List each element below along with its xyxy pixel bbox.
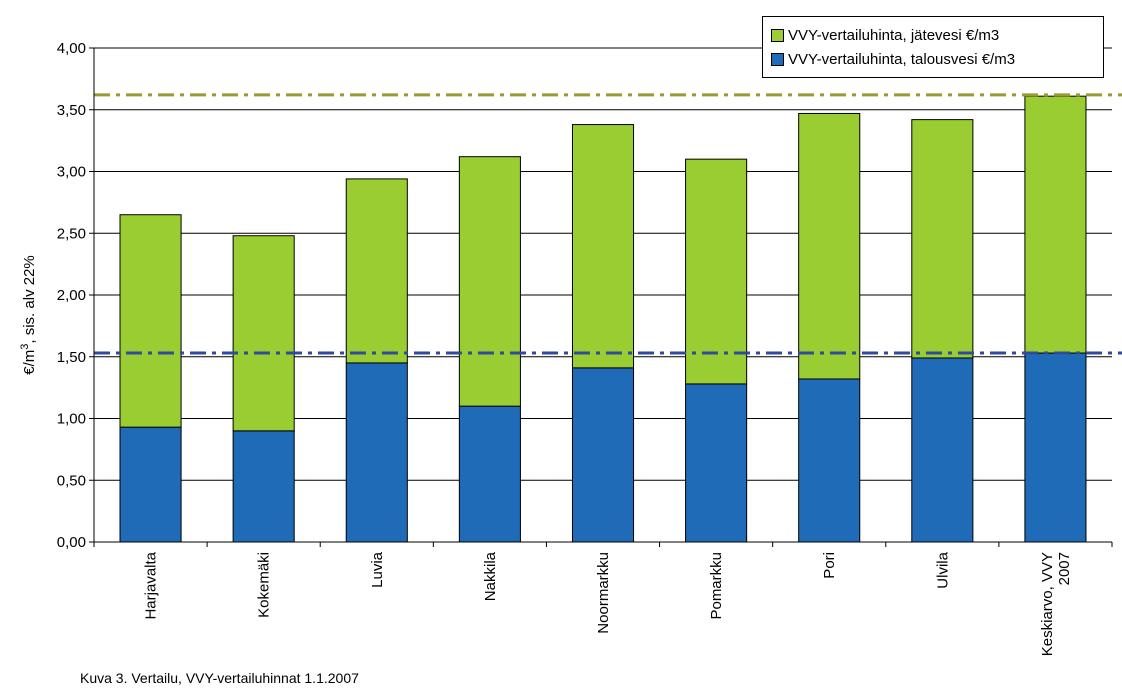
legend-label-talousvesi: VVY-vertailuhinta, talousvesi €/m3 bbox=[788, 50, 1016, 68]
y-tick-label: 4,00 bbox=[57, 40, 86, 57]
bar-jatevesi bbox=[345, 178, 408, 364]
x-tick-label: Keskiarvo, VVY bbox=[1039, 552, 1056, 656]
bars bbox=[119, 95, 1087, 543]
legend-item-jatevesi: VVY-vertailuhinta, jätevesi €/m3 bbox=[771, 25, 999, 45]
bar-jatevesi bbox=[1024, 95, 1087, 354]
footnote: Kuva 3. Vertailu, VVY-vertailuhinnat 1.1… bbox=[80, 670, 359, 686]
bar-talousvesi bbox=[685, 383, 748, 543]
y-tick-label: 1,00 bbox=[57, 411, 86, 428]
legend: VVY-vertailuhinta, jätevesi €/m3 VVY-ver… bbox=[762, 16, 1104, 78]
legend-label-jatevesi: VVY-vertailuhinta, jätevesi €/m3 bbox=[788, 26, 1000, 44]
x-tick-label: Ulvila bbox=[934, 551, 951, 588]
y-tick-label: 3,50 bbox=[57, 102, 86, 119]
bar-jatevesi bbox=[798, 112, 861, 380]
y-tick-label: 0,50 bbox=[57, 472, 86, 489]
y-tick-label: 2,50 bbox=[57, 225, 86, 242]
x-tick-label: Harjavalta bbox=[143, 551, 160, 619]
x-tick-label: Pomarkku bbox=[708, 552, 725, 620]
bar-talousvesi bbox=[1024, 352, 1087, 543]
x-tick-label: Noormarkku bbox=[595, 552, 612, 634]
x-tick-label: 2007 bbox=[1056, 552, 1073, 585]
bar-jatevesi bbox=[232, 235, 295, 432]
bar-jatevesi bbox=[119, 214, 182, 428]
y-tick-label: 2,00 bbox=[57, 287, 86, 304]
legend-item-talousvesi: VVY-vertailuhinta, talousvesi €/m3 bbox=[771, 49, 1015, 69]
legend-swatch-talousvesi bbox=[771, 52, 784, 66]
legend-swatch-jatevesi bbox=[771, 28, 784, 42]
x-tick-label: Luvia bbox=[369, 551, 386, 588]
y-label-prefix: €/m bbox=[21, 350, 38, 375]
bar-jatevesi bbox=[571, 124, 635, 369]
bar-jatevesi bbox=[685, 158, 748, 385]
bar-jatevesi bbox=[911, 119, 974, 359]
bar-talousvesi bbox=[798, 378, 861, 543]
axes bbox=[89, 47, 1113, 547]
reference-lines bbox=[94, 93, 1122, 355]
y-tick-label: 3,00 bbox=[57, 164, 86, 181]
y-tick-label: 0,00 bbox=[57, 534, 86, 551]
bar-talousvesi bbox=[458, 405, 521, 543]
bar-talousvesi bbox=[345, 362, 408, 543]
y-label-sup: 3 bbox=[19, 344, 31, 350]
labels: 0,00 0,50 1,00 1,50 2,00 2,50 3,00 3,50 4,00 Harj… bbox=[57, 40, 1073, 656]
bar-talousvesi bbox=[571, 367, 635, 543]
y-tick-label: 1,50 bbox=[57, 349, 86, 366]
y-label-suffix: , sis. alv 22% bbox=[21, 255, 38, 343]
x-tick-label: Kokemäki bbox=[256, 552, 273, 618]
y-axis-label: €/m3, sis. alv 22% bbox=[19, 255, 38, 375]
x-tick-label: Pori bbox=[821, 552, 838, 579]
x-tick-label: Nakkila bbox=[482, 551, 499, 601]
bar-jatevesi bbox=[458, 156, 521, 407]
bar-talousvesi bbox=[232, 430, 295, 543]
bar-talousvesi bbox=[911, 357, 974, 543]
bar-talousvesi bbox=[119, 426, 182, 543]
